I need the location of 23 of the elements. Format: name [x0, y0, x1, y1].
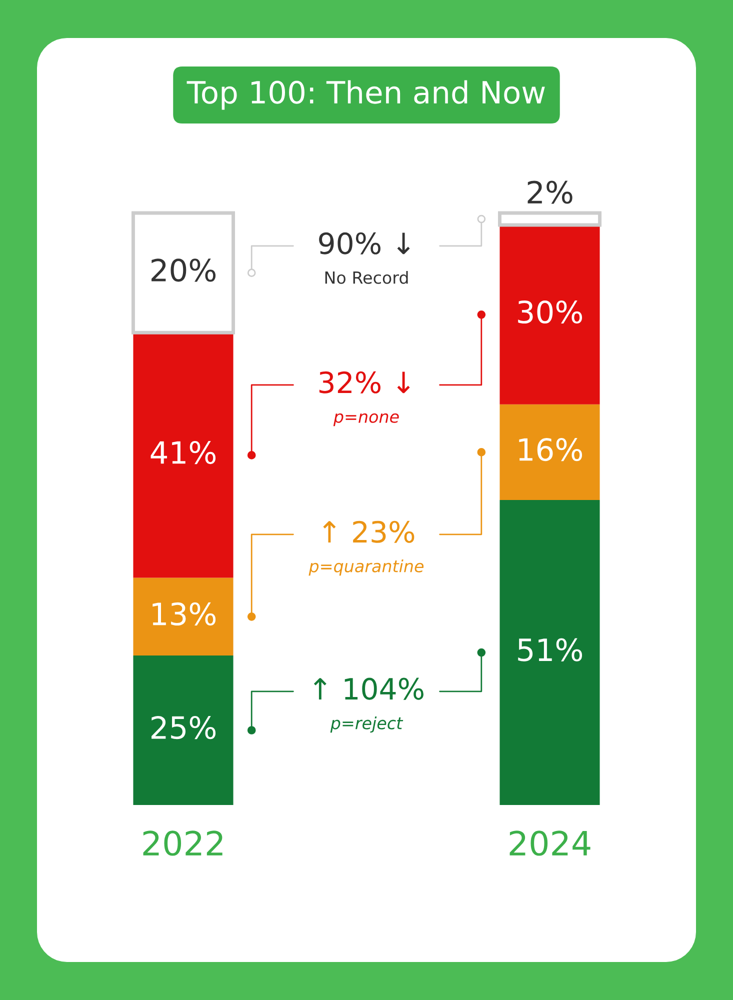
annotation: ↑ 23%: [323, 520, 414, 543]
data-label: 13%: [152, 602, 216, 626]
x-tick-label: 2022: [143, 830, 222, 856]
text: p=quarantine: [308, 560, 424, 576]
annotation: No Record: [325, 271, 408, 284]
text: p=reject: [330, 716, 404, 733]
bar: [500, 500, 600, 805]
bar: [133, 656, 234, 805]
x-tick-label: 2024: [510, 830, 590, 856]
data-label: 2%: [528, 180, 572, 204]
data-label: 16%: [519, 438, 582, 462]
annotation: 90% ↓: [319, 232, 410, 254]
data-label: 20%: [152, 258, 216, 282]
bar: [500, 404, 600, 500]
annotation: ↑ 104%: [314, 678, 424, 700]
data-label: 51%: [518, 638, 582, 662]
annotation: 32% ↓: [319, 371, 410, 394]
data-label: 25%: [152, 716, 216, 740]
bar: [133, 578, 234, 656]
data-label: 30%: [518, 300, 582, 324]
text: p=none: [333, 413, 399, 426]
data-label: 41%: [150, 440, 216, 464]
chart-title: Top 100: Then and Now: [186, 80, 545, 110]
